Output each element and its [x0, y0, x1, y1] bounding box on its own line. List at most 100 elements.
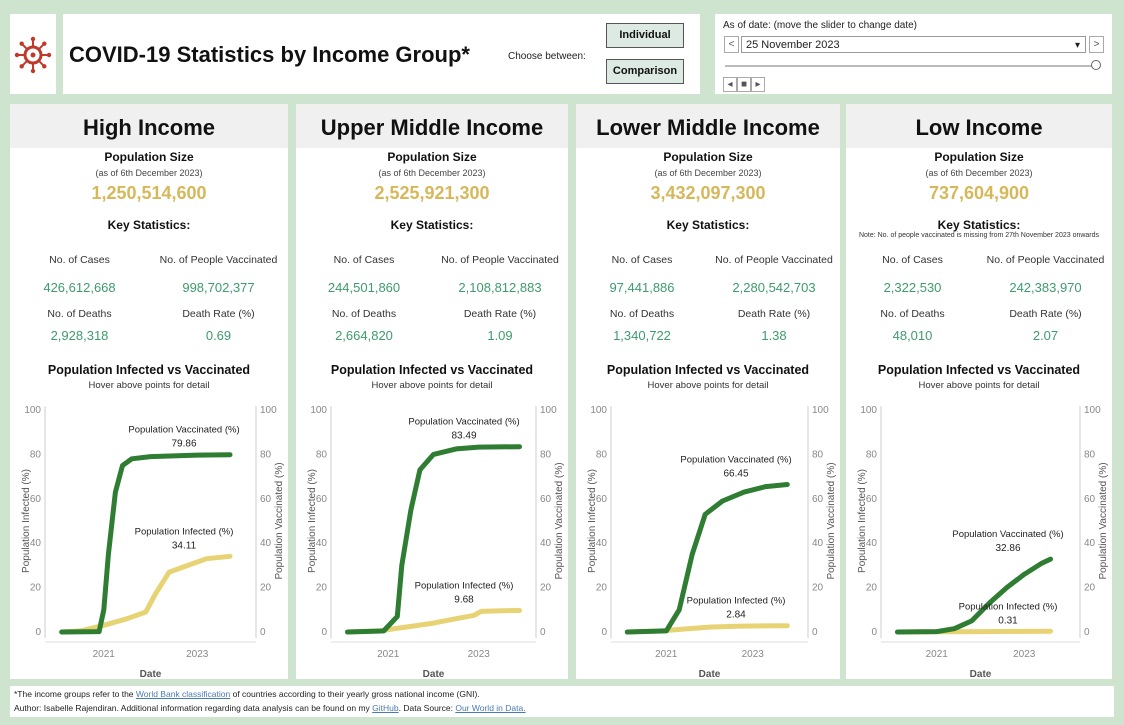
left-y-tick-label: 100 [24, 405, 41, 416]
income-panel-3: Low Income Population Size (as of 6th De… [846, 104, 1112, 679]
play-button[interactable]: ▸ [751, 77, 765, 92]
left-y-tick-label: 100 [310, 405, 327, 416]
left-y-tick-label: 40 [30, 538, 42, 549]
left-y-axis-title: Population Infected (%) [857, 469, 868, 573]
infected-line [59, 553, 233, 635]
infected-vs-vaccinated-chart[interactable]: 0 0 20 20 40 40 60 60 80 80 100 100 2021 2023 Date Popu… [576, 392, 840, 679]
cases-label: No. of Cases [49, 254, 110, 266]
left-y-tick-label: 0 [321, 627, 327, 638]
date-filter-label: As of date: (move the slider to change d… [723, 20, 917, 31]
left-y-tick-label: 20 [866, 583, 878, 594]
individual-button[interactable]: Individual [606, 23, 684, 48]
right-y-tick-label: 60 [540, 494, 552, 505]
left-y-tick-label: 20 [596, 583, 608, 594]
right-y-tick-label: 40 [260, 538, 272, 549]
vaccinated-value: 242,383,970 [1009, 280, 1082, 295]
left-y-axis-title: Population Infected (%) [587, 469, 598, 573]
vaccinated-label: No. of People Vaccinated [159, 254, 278, 266]
infected-value-label: 9.68 [454, 595, 474, 606]
deaths-value: 1,340,722 [613, 328, 671, 343]
left-y-tick-label: 40 [316, 538, 328, 549]
infected-series-label: Population Infected (%) [135, 526, 234, 537]
cases-value: 244,501,860 [327, 280, 401, 295]
population-size-label: Population Size [387, 150, 477, 164]
x-axis-title: Date [423, 669, 445, 679]
left-y-tick-label: 40 [596, 538, 608, 549]
vaccinated-label: No. of People Vaccinated [715, 254, 833, 266]
infected-line [345, 608, 522, 635]
world-bank-link[interactable]: World Bank classification [135, 689, 231, 699]
x-tick-label: 2021 [655, 649, 678, 660]
x-tick-label: 2021 [93, 649, 116, 660]
population-value: 3,432,097,300 [650, 183, 766, 203]
income-panel-1: Upper Middle Income Population Size (as … [296, 104, 568, 679]
footer-line-1: *The income groups refer to the World Ba… [14, 689, 480, 699]
deaths-label: No. of Deaths [880, 308, 945, 320]
infected-series-label: Population Infected (%) [415, 581, 514, 592]
step-back-icon: ◂ [727, 79, 733, 90]
income-panel-2: Lower Middle Income Population Size (as … [576, 104, 840, 679]
header-panel: COVID-19 Statistics by Income Group* Cho… [63, 14, 700, 94]
left-y-tick-label: 20 [30, 583, 42, 594]
population-size-label: Population Size [934, 150, 1024, 164]
deaths-label: No. of Deaths [331, 308, 397, 320]
right-y-tick-label: 0 [812, 627, 818, 638]
infected-vs-vaccinated-chart[interactable]: 0 0 20 20 40 40 60 60 80 80 100 100 2021 2023 Date Popu… [10, 392, 288, 679]
date-dropdown[interactable]: 25 November 2023 ▾ [741, 36, 1086, 53]
previous-date-button[interactable]: < [724, 36, 739, 53]
footer: *The income groups refer to the World Ba… [10, 686, 1114, 717]
panel-header: Lower Middle Income [576, 104, 840, 148]
left-y-tick-label: 0 [871, 627, 877, 638]
death-rate-label: Death Rate (%) [737, 308, 811, 320]
vaccinated-label: No. of People Vaccinated [986, 254, 1105, 266]
death-rate-value: 1.38 [761, 328, 787, 343]
chart-subtitle: Hover above points for detail [88, 380, 210, 391]
left-y-tick-label: 100 [860, 405, 877, 416]
footer-text: of countries according to their yearly g… [230, 689, 480, 699]
left-y-tick-label: 20 [316, 583, 328, 594]
vaccinated-value-label: 66.45 [723, 468, 748, 479]
right-y-tick-label: 80 [1084, 449, 1096, 460]
right-y-tick-label: 60 [260, 494, 272, 505]
income-group-title: Lower Middle Income [596, 115, 820, 140]
death-rate-value: 0.69 [205, 328, 232, 343]
left-y-tick-label: 60 [596, 494, 608, 505]
deaths-value: 48,010 [892, 328, 933, 343]
right-y-tick-label: 20 [260, 583, 272, 594]
vaccinated-line [894, 556, 1053, 635]
comparison-button[interactable]: Comparison [606, 59, 684, 84]
cases-label: No. of Cases [882, 254, 943, 266]
github-link[interactable]: GitHub [372, 703, 399, 713]
chart-subtitle: Hover above points for detail [918, 380, 1040, 391]
cases-value: 426,612,668 [43, 280, 116, 295]
income-group-title: Upper Middle Income [320, 115, 544, 140]
step-back-button[interactable]: ◂ [723, 77, 737, 92]
x-tick-label: 2021 [377, 649, 400, 660]
right-y-tick-label: 20 [540, 583, 552, 594]
infected-vs-vaccinated-chart[interactable]: 0 0 20 20 40 40 60 60 80 80 100 100 2021 2023 Date Popu… [296, 392, 568, 679]
right-y-tick-label: 0 [260, 627, 266, 638]
chart-title: Population Infected vs Vaccinated [877, 363, 1081, 377]
right-y-tick-label: 0 [1084, 627, 1090, 638]
cases-value: 2,322,530 [883, 280, 942, 295]
deaths-label: No. of Deaths [47, 308, 112, 320]
death-rate-value: 1.09 [487, 328, 513, 343]
next-date-button[interactable]: > [1089, 36, 1104, 53]
deaths-value: 2,928,318 [50, 328, 109, 343]
income-group-title: High Income [82, 115, 215, 140]
deaths-label: No. of Deaths [609, 308, 675, 320]
right-y-tick-label: 100 [812, 405, 829, 416]
vaccinated-value-label: 32.86 [995, 543, 1020, 554]
income-panel-0: High Income Population Size (as of 6th D… [10, 104, 288, 679]
date-slider-handle[interactable] [1091, 60, 1101, 70]
right-y-tick-label: 40 [812, 538, 824, 549]
population-value: 2,525,921,300 [374, 183, 490, 203]
right-y-tick-label: 100 [540, 405, 557, 416]
vaccinated-value: 2,280,542,703 [732, 280, 816, 295]
stop-button[interactable]: ■ [737, 77, 751, 92]
date-slider-track[interactable] [725, 65, 1097, 67]
infected-vs-vaccinated-chart[interactable]: 0 0 20 20 40 40 60 60 80 80 100 100 2021 2023 Date Popu… [846, 392, 1112, 679]
chevron-left-icon: < [728, 39, 735, 50]
data-source-link[interactable]: Our World in Data. [455, 703, 526, 713]
left-y-tick-label: 80 [596, 449, 608, 460]
